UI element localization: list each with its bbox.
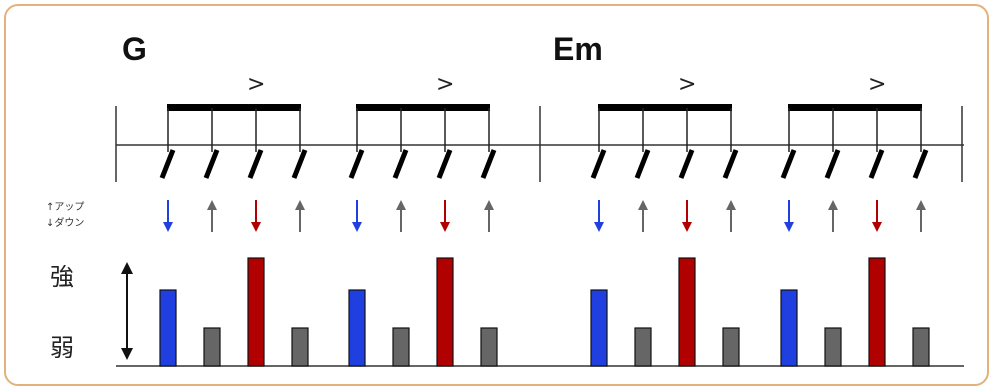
slash-notehead (824, 149, 841, 179)
slash-notehead (912, 149, 929, 179)
down-arrow-icon (352, 200, 362, 232)
legend-down: ↓ダウン (46, 216, 84, 229)
slash-notehead (203, 149, 220, 179)
down-arrow-icon (163, 200, 173, 232)
strength-scale-arrow (121, 262, 133, 360)
accent-mark: > (436, 72, 454, 97)
arrow-head (872, 222, 882, 232)
beam (598, 104, 732, 111)
arrow-head (594, 222, 604, 232)
strength-bar (868, 257, 886, 367)
up-arrow-icon (916, 200, 926, 232)
strength-bar (291, 327, 309, 367)
arrow-head (440, 222, 450, 232)
up-arrow-icon (638, 200, 648, 232)
accent-mark: > (247, 72, 265, 97)
arrow-head (916, 200, 926, 210)
slash-notehead (392, 149, 409, 179)
slash-notehead (634, 149, 651, 179)
strength-bar (203, 327, 221, 367)
slash-notehead (291, 149, 308, 179)
arrow-head (682, 222, 692, 232)
down-arrow-icon (872, 200, 882, 232)
up-arrow-icon (295, 200, 305, 232)
slash-notehead (480, 149, 497, 179)
strength-bar (912, 327, 930, 367)
up-arrow-icon (828, 200, 838, 232)
strum-group: > (780, 72, 930, 367)
strength-bar (348, 289, 366, 367)
strum-group: > (590, 72, 740, 367)
strength-bar (780, 289, 798, 367)
down-arrow-icon (682, 200, 692, 232)
strength-bar (436, 257, 454, 367)
strength-weak-label: 弱 (50, 334, 74, 362)
slash-notehead (159, 149, 176, 179)
up-arrow-icon (726, 200, 736, 232)
arrow-head (638, 200, 648, 210)
beam (356, 104, 490, 111)
strength-bar (392, 327, 410, 367)
arrow-head (352, 222, 362, 232)
accent-mark: > (678, 72, 696, 97)
arrow-head (828, 200, 838, 210)
up-arrow-icon (396, 200, 406, 232)
accent-mark: > (868, 72, 886, 97)
legend-up: ↑アップ (46, 201, 84, 213)
strength-bar (590, 289, 608, 367)
strength-bar (722, 327, 740, 367)
beam (167, 104, 301, 111)
slash-notehead (722, 149, 739, 179)
chord-label-g: G (122, 31, 147, 67)
down-arrow-icon (251, 200, 261, 232)
strum-group: > (348, 72, 498, 367)
chord-label-em: Em (553, 31, 603, 67)
slash-notehead (780, 149, 797, 179)
slash-notehead (436, 149, 453, 179)
arrow-head (726, 200, 736, 210)
slash-notehead (678, 149, 695, 179)
strength-bar (480, 327, 498, 367)
slash-notehead (348, 149, 365, 179)
slash-notehead (868, 149, 885, 179)
slash-notehead (247, 149, 264, 179)
arrow-head (784, 222, 794, 232)
strum-group: > (159, 72, 309, 367)
arrow-head (396, 200, 406, 210)
strength-bar (159, 289, 177, 367)
beam (788, 104, 922, 111)
down-arrow-icon (594, 200, 604, 232)
up-arrow-icon (207, 200, 217, 232)
down-arrow-icon (784, 200, 794, 232)
strength-bar (678, 257, 696, 367)
strength-strong-label: 強 (50, 263, 74, 291)
arrow-head (163, 222, 173, 232)
arrow-head (251, 222, 261, 232)
strength-bar (247, 257, 265, 367)
arrow-head (207, 200, 217, 210)
down-arrow-icon (440, 200, 450, 232)
strength-bar (824, 327, 842, 367)
arrow-head (484, 200, 494, 210)
arrow-head (295, 200, 305, 210)
slash-notehead (590, 149, 607, 179)
strength-bar (634, 327, 652, 367)
up-arrow-icon (484, 200, 494, 232)
